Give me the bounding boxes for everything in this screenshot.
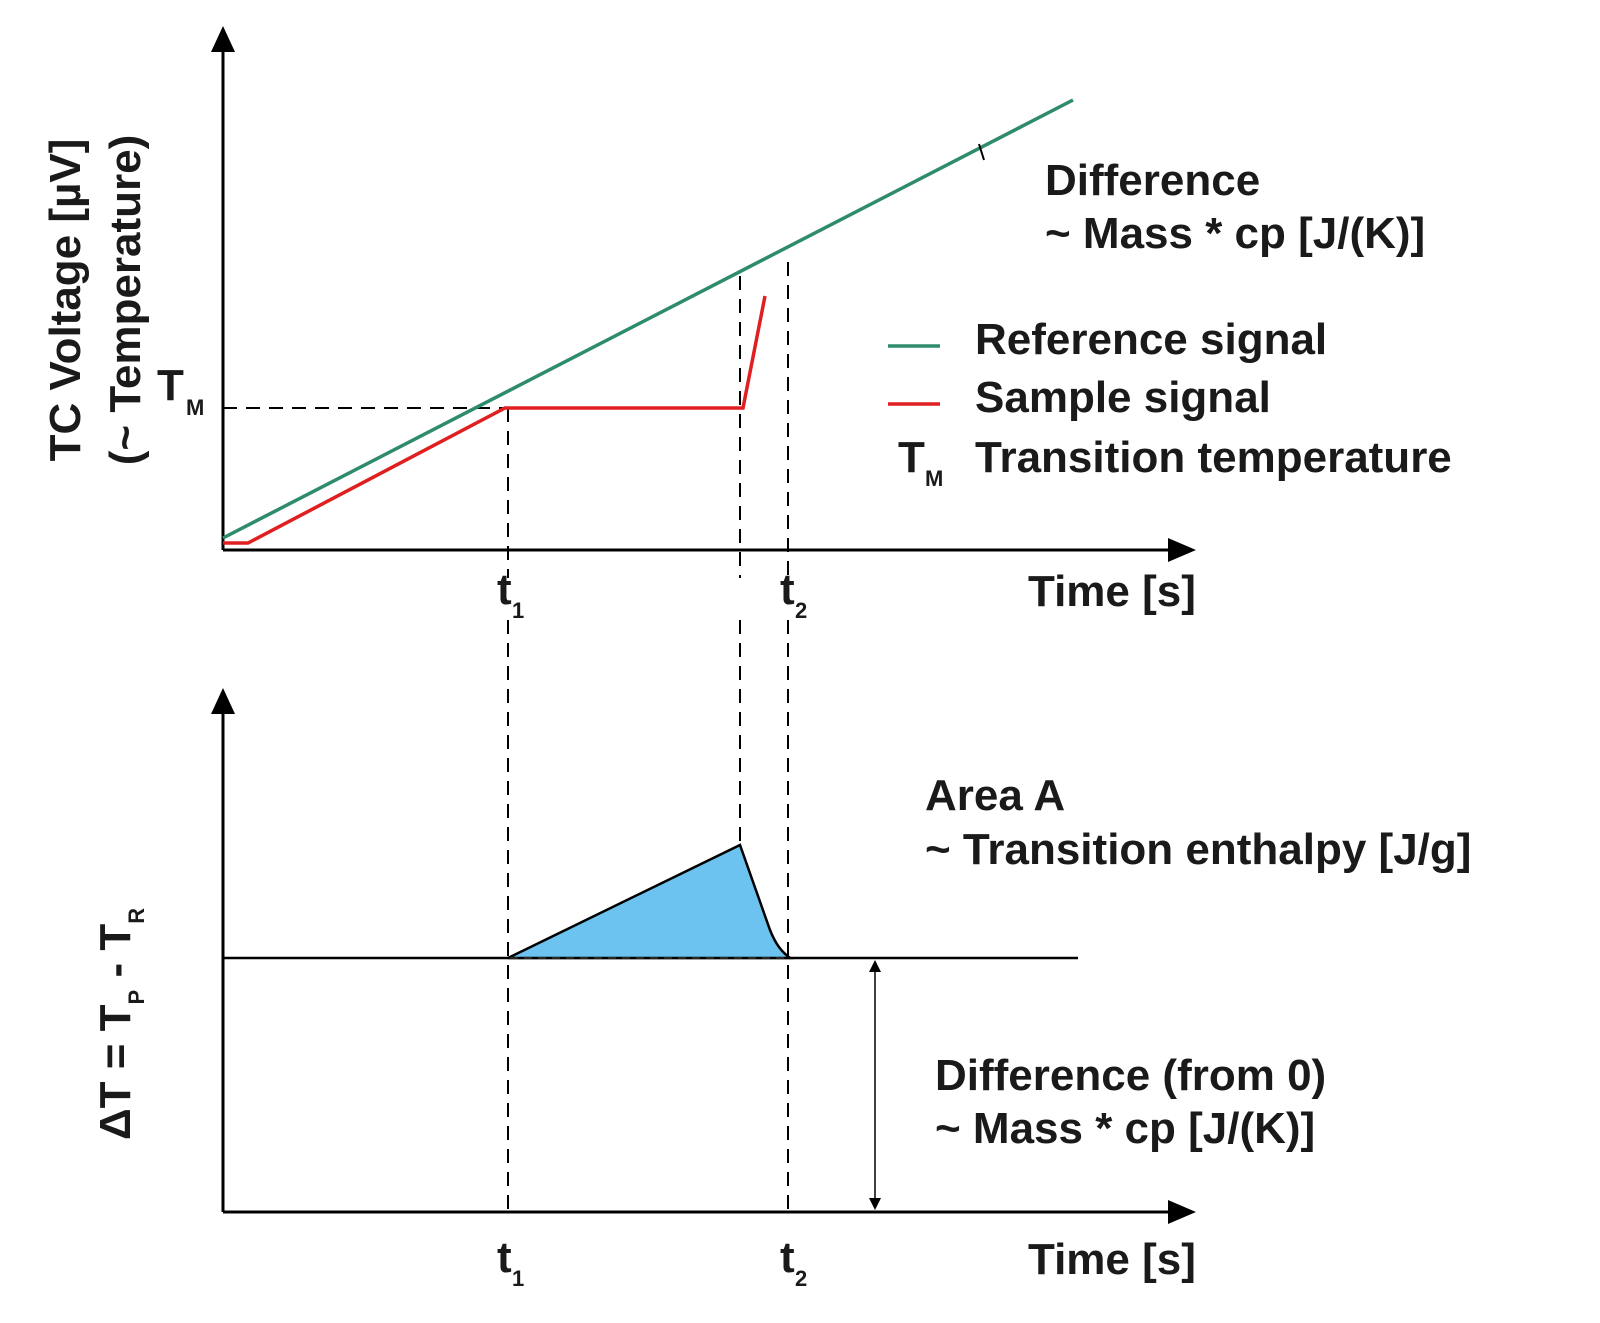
top-t2-sub: 2: [795, 598, 807, 623]
enthalpy-area: [507, 843, 794, 960]
legend: Reference signal Sample signal T M Trans…: [888, 315, 1452, 491]
top-y-axis-label-line1: TC Voltage [µV]: [41, 139, 90, 462]
top-x-axis-arrow: [1168, 538, 1196, 562]
top-t1-label: t: [497, 565, 512, 614]
bottom-y-axis-arrow: [211, 688, 235, 714]
tm-label-sub: M: [186, 395, 204, 420]
bottom-x-axis-arrow: [1168, 1200, 1196, 1224]
difference-arrow-bottom-head: [869, 1198, 881, 1210]
bottom-t2-sub: 2: [795, 1266, 807, 1291]
top-plot: TC Voltage [µV] (~ Temperature) T M t 1 …: [41, 26, 1425, 623]
area-label-line2: ~ Transition enthalpy [J/g]: [925, 825, 1471, 874]
bottom-t1-label: t: [497, 1233, 512, 1282]
legend-tm-symbol: T: [898, 433, 925, 482]
top-t2-label: t: [780, 565, 795, 614]
bottom-x-axis-label: Time [s]: [1028, 1235, 1196, 1284]
top-t1-sub: 1: [512, 598, 524, 623]
top-x-axis-label: Time [s]: [1028, 567, 1196, 616]
area-label-line1: Area A: [925, 771, 1065, 820]
bottom-y-axis-label: ΔT = TP - TR: [91, 908, 149, 1140]
bottom-difference-line2: ~ Mass * cp [J/(K)]: [935, 1104, 1315, 1153]
legend-tm-label: Transition temperature: [975, 433, 1452, 482]
legend-reference-label: Reference signal: [975, 315, 1327, 364]
bottom-t2-label: t: [780, 1233, 795, 1282]
legend-tm-sub: M: [925, 466, 943, 491]
difference-arrow-top-head: [869, 960, 881, 972]
difference-marker: [978, 143, 985, 161]
top-y-axis-label-line2: (~ Temperature): [101, 135, 150, 466]
sample-signal-line: [223, 295, 767, 545]
tm-label: T: [157, 361, 184, 410]
top-difference-line2: ~ Mass * cp [J/(K)]: [1045, 209, 1425, 258]
legend-sample-label: Sample signal: [975, 373, 1271, 422]
bottom-plot: ΔT = TP - TR t 1 t 2 Time [s] Area A ~ T…: [91, 620, 1471, 1291]
top-y-axis-arrow: [211, 26, 235, 52]
reference-signal-line: [222, 98, 1074, 540]
top-difference-line1: Difference: [1045, 156, 1260, 205]
bottom-difference-line1: Difference (from 0): [935, 1051, 1326, 1100]
bottom-t1-sub: 1: [512, 1266, 524, 1291]
